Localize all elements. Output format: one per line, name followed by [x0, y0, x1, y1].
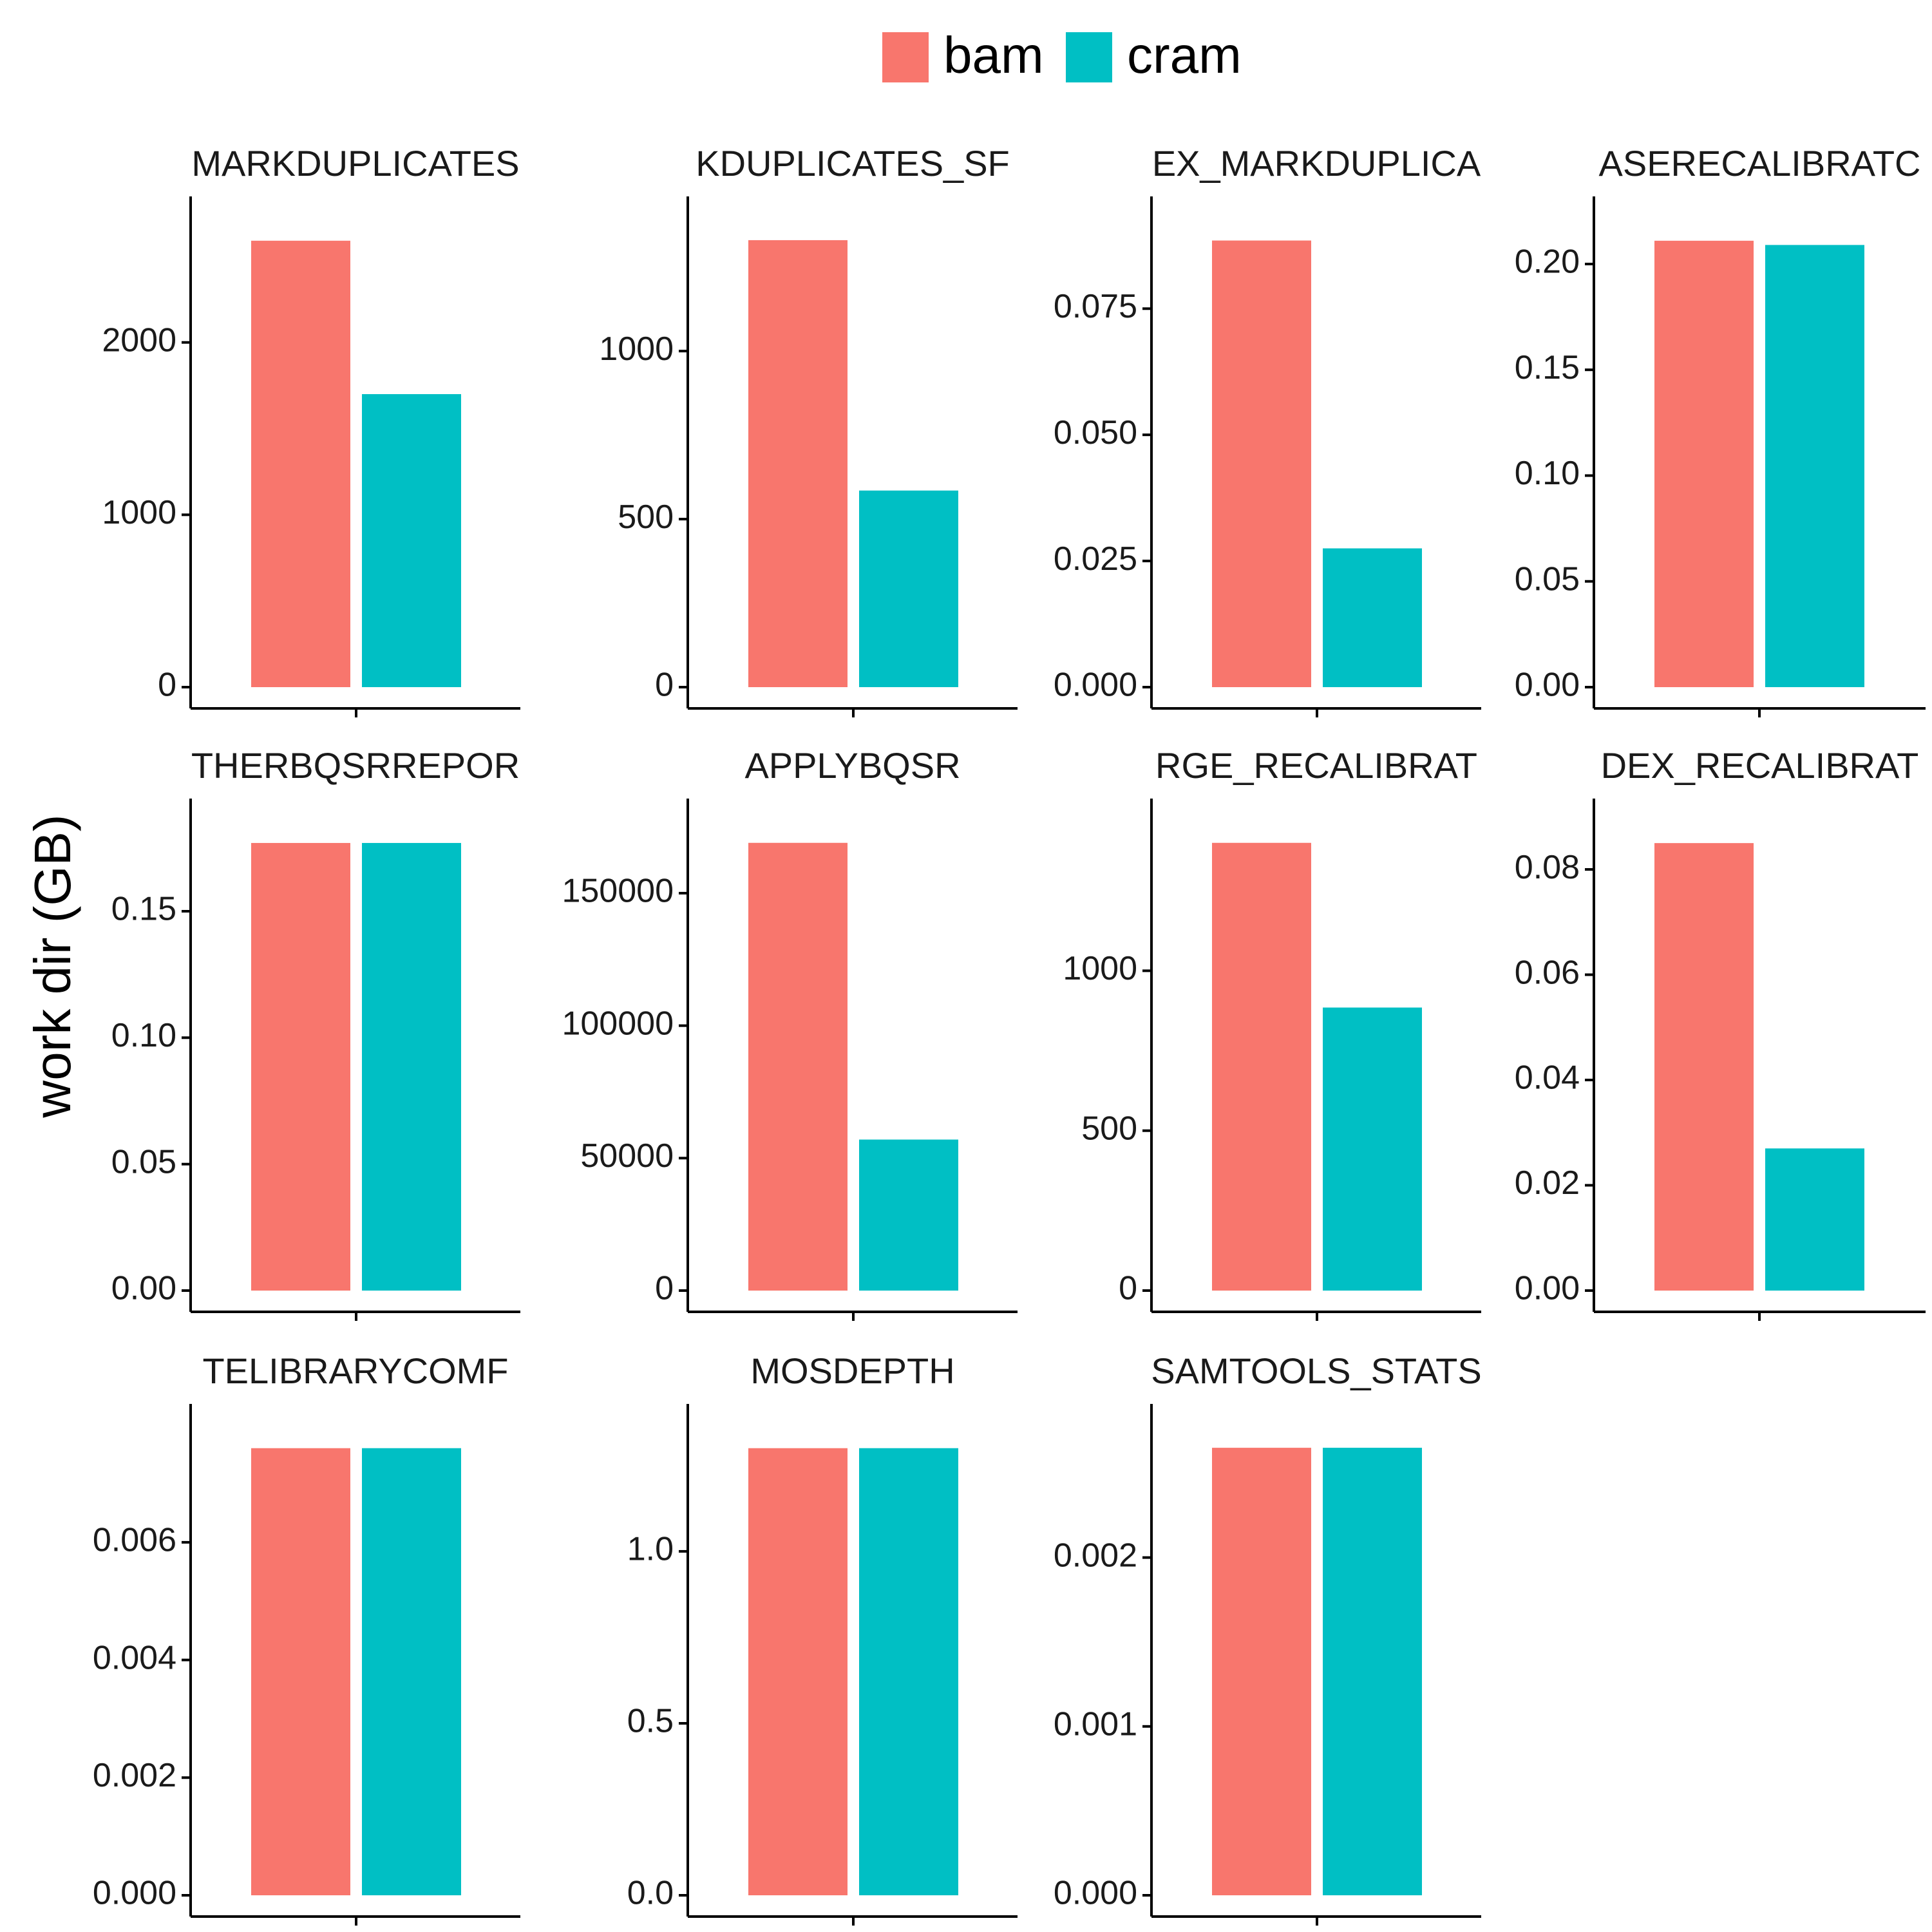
- y-tick-label: 0.00: [1515, 1270, 1580, 1307]
- y-tick-label: 0.20: [1515, 243, 1580, 281]
- facet-strip-label: SAMTOOLS_STATS: [1151, 1350, 1481, 1391]
- y-tick-label: 0: [158, 667, 176, 704]
- bar-bam: [1654, 240, 1754, 687]
- y-tick-label: 0.002: [1054, 1537, 1137, 1574]
- bar-cram: [362, 842, 461, 1291]
- facet-strip-label: RGE_RECALIBRAT: [1155, 745, 1477, 786]
- y-tick-label: 0.002: [93, 1757, 176, 1794]
- y-tick-label: 0.06: [1515, 954, 1580, 991]
- facet-strip-label: ASERECALIBRATC: [1599, 143, 1921, 184]
- facet-panels: MARKDUPLICATES 0 1000 2000 KDUPLICATES_SF 0 50…: [93, 143, 1926, 1926]
- bar-cram: [1323, 548, 1422, 687]
- y-tick-label: 0.15: [1515, 349, 1580, 386]
- bar-bam: [251, 842, 350, 1291]
- facet-strip-label: EX_MARKDUPLICA: [1152, 143, 1481, 184]
- facet-strip-label: TELIBRARYCOMF: [202, 1350, 508, 1391]
- y-tick-label: 150000: [562, 873, 674, 910]
- y-tick-label: 2000: [102, 321, 176, 359]
- bar-cram: [859, 1448, 958, 1895]
- facet-panel: KDUPLICATES_SF 0 500 1000: [599, 143, 1018, 717]
- y-tick-label: 0.000: [1054, 667, 1137, 704]
- y-axis-label: work dir (GB): [24, 814, 81, 1118]
- facet-panel: DEX_RECALIBRAT 0.00 0.02 0.04 0.06 0.08: [1515, 745, 1926, 1321]
- bar-bam: [251, 1448, 350, 1895]
- bar-bam: [1212, 1448, 1311, 1895]
- y-tick-label: 0.05: [1515, 560, 1580, 598]
- facet-panel: THERBQSRREPOR 0.00 0.05 0.10 0.15: [111, 745, 520, 1321]
- y-tick-label: 0.0: [627, 1875, 674, 1912]
- bar-cram: [859, 1139, 958, 1291]
- bar-cram: [859, 490, 958, 687]
- y-tick-label: 0.10: [1515, 455, 1580, 492]
- facet-panel: SAMTOOLS_STATS 0.000 0.001 0.002: [1054, 1350, 1481, 1926]
- y-tick-label: 0.001: [1054, 1706, 1137, 1743]
- y-tick-label: 100000: [562, 1005, 674, 1042]
- legend-label-cram: cram: [1127, 26, 1242, 84]
- bar-cram: [1765, 1148, 1864, 1291]
- bar-bam: [748, 842, 848, 1291]
- y-tick-label: 50000: [580, 1137, 674, 1175]
- y-tick-label: 0: [655, 667, 674, 704]
- bar-bam: [1212, 842, 1311, 1291]
- facet-panel: MARKDUPLICATES 0 1000 2000: [102, 143, 520, 717]
- bar-bam: [748, 1448, 848, 1895]
- facet-strip-label: DEX_RECALIBRAT: [1601, 745, 1919, 786]
- facet-strip-label: KDUPLICATES_SF: [696, 143, 1010, 184]
- legend: bam cram: [882, 26, 1242, 84]
- y-tick-label: 0.050: [1054, 414, 1137, 451]
- y-tick-label: 0.15: [111, 891, 176, 928]
- facet-panel: EX_MARKDUPLICA 0.000 0.025 0.050 0.075: [1054, 143, 1481, 717]
- y-tick-label: 1.0: [627, 1531, 674, 1568]
- bar-bam: [251, 240, 350, 687]
- y-tick-label: 0.075: [1054, 288, 1137, 325]
- bar-bam: [748, 240, 848, 687]
- facet-panel: ASERECALIBRATC 0.00 0.05 0.10 0.15 0.20: [1515, 143, 1926, 717]
- y-tick-label: 0.04: [1515, 1059, 1580, 1097]
- y-tick-label: 0.006: [93, 1522, 176, 1559]
- y-tick-label: 0.000: [1054, 1875, 1137, 1912]
- bar-bam: [1212, 240, 1311, 687]
- legend-label-bam: bam: [943, 26, 1044, 84]
- y-tick-label: 0: [655, 1270, 674, 1307]
- y-tick-label: 0.08: [1515, 849, 1580, 886]
- y-tick-label: 500: [618, 498, 674, 536]
- y-tick-label: 0.00: [111, 1270, 176, 1307]
- y-tick-label: 0.025: [1054, 540, 1137, 578]
- facet-strip-label: APPLYBQSR: [744, 745, 960, 786]
- y-tick-label: 1000: [1063, 950, 1137, 987]
- facet-strip-label: THERBQSRREPOR: [191, 745, 520, 786]
- y-tick-label: 0.004: [93, 1639, 176, 1676]
- facet-panel: APPLYBQSR 0 50000 100000 150000: [562, 745, 1018, 1321]
- facet-panel: MOSDEPTH 0.0 0.5 1.0: [627, 1350, 1018, 1926]
- y-tick-label: 0.05: [111, 1143, 176, 1180]
- y-tick-label: 0.10: [111, 1017, 176, 1054]
- y-tick-label: 1000: [599, 330, 674, 368]
- y-tick-label: 1000: [102, 494, 176, 531]
- y-tick-label: 0.02: [1515, 1164, 1580, 1202]
- y-tick-label: 0.000: [93, 1875, 176, 1912]
- y-tick-label: 0: [1119, 1270, 1137, 1307]
- legend-swatch-cram: [1066, 32, 1112, 82]
- bar-bam: [1654, 843, 1754, 1291]
- bar-cram: [1765, 245, 1864, 687]
- y-tick-label: 0.5: [627, 1703, 674, 1740]
- y-tick-label: 0.00: [1515, 667, 1580, 704]
- bar-cram: [1323, 1448, 1422, 1895]
- facet-panel: TELIBRARYCOMF 0.000 0.002 0.004 0.006: [93, 1350, 520, 1926]
- legend-swatch-bam: [882, 32, 929, 82]
- facet-strip-label: MARKDUPLICATES: [191, 143, 519, 184]
- bar-cram: [1323, 1007, 1422, 1291]
- facet-strip-label: MOSDEPTH: [750, 1350, 954, 1391]
- bar-cram: [362, 394, 461, 687]
- y-tick-label: 500: [1081, 1110, 1137, 1147]
- bar-cram: [362, 1448, 461, 1895]
- facet-panel: RGE_RECALIBRAT 0 500 1000: [1063, 745, 1481, 1321]
